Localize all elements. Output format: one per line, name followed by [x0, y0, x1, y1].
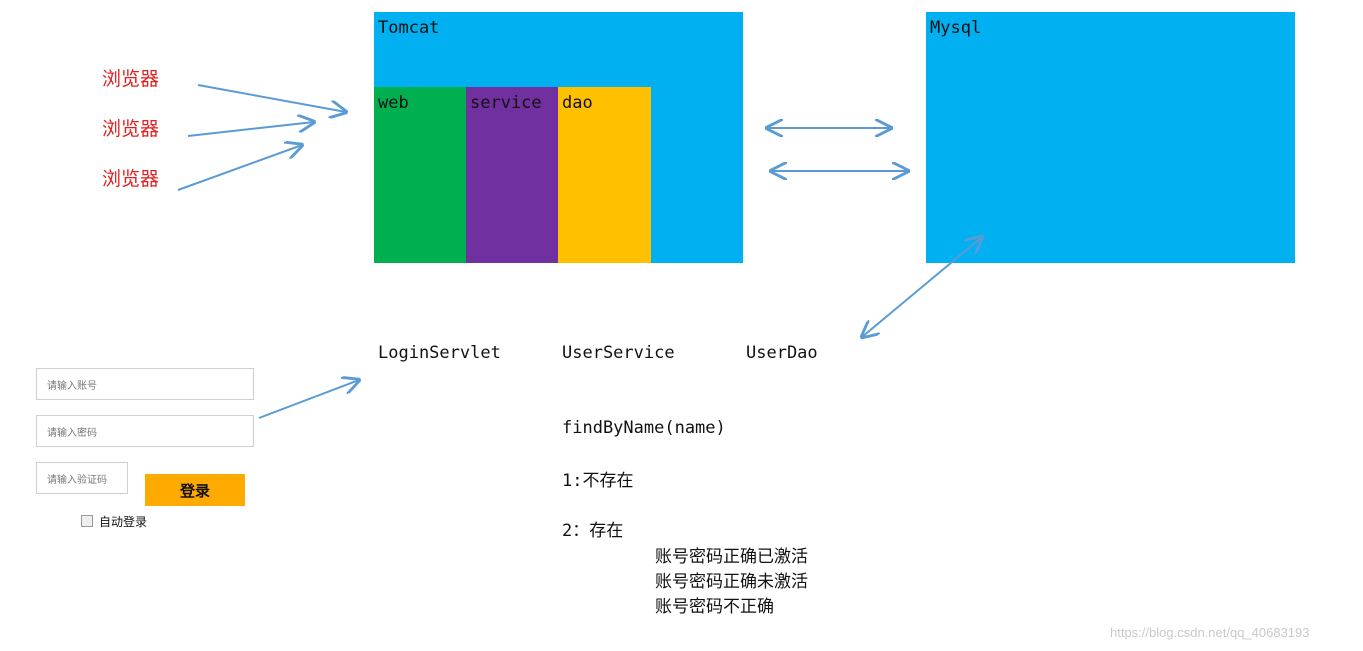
password-input[interactable]: 请输入密码	[36, 415, 254, 447]
case-not-exist: 1:不存在	[562, 471, 634, 491]
browser-arrow-3	[177, 145, 302, 191]
browser-label-1: 浏览器	[102, 68, 160, 90]
user-dao-label: UserDao	[746, 343, 818, 363]
login-servlet-label: LoginServlet	[378, 343, 501, 363]
sub-case-wrong-password: 账号密码不正确	[655, 597, 774, 617]
auto-login-label: 自动登录	[99, 515, 148, 529]
sub-case-activated: 账号密码正确已激活	[655, 547, 808, 567]
browser-arrow-1	[197, 84, 346, 112]
account-input[interactable]: 请输入账号	[36, 368, 254, 400]
dao-layer-label: dao	[562, 93, 593, 113]
captcha-input[interactable]: 请输入验证码	[36, 462, 128, 494]
mysql-label: Mysql	[930, 18, 982, 38]
form-servlet-arrow	[258, 380, 359, 419]
dao-layer: dao	[558, 87, 651, 263]
login-button[interactable]: 登录	[145, 474, 245, 506]
browser-arrow-2	[187, 122, 314, 137]
user-service-label: UserService	[562, 343, 675, 363]
web-layer: web	[374, 87, 466, 263]
case-exist: 2：存在	[562, 521, 624, 541]
tomcat-box: Tomcat web service dao	[374, 12, 743, 263]
method-note: findByName(name)	[562, 418, 726, 438]
browser-label-2: 浏览器	[102, 118, 160, 140]
web-layer-label: web	[378, 93, 409, 113]
sub-case-not-activated: 账号密码正确未激活	[655, 572, 808, 592]
service-layer: service	[466, 87, 558, 263]
service-layer-label: service	[470, 93, 542, 113]
dao-mysql-arrow	[862, 237, 982, 337]
tomcat-label: Tomcat	[378, 18, 440, 38]
mysql-box: Mysql	[926, 12, 1295, 263]
browser-label-3: 浏览器	[102, 168, 160, 190]
watermark: https://blog.csdn.net/qq_40683193	[1110, 625, 1310, 640]
auto-login-checkbox[interactable]	[81, 515, 93, 527]
